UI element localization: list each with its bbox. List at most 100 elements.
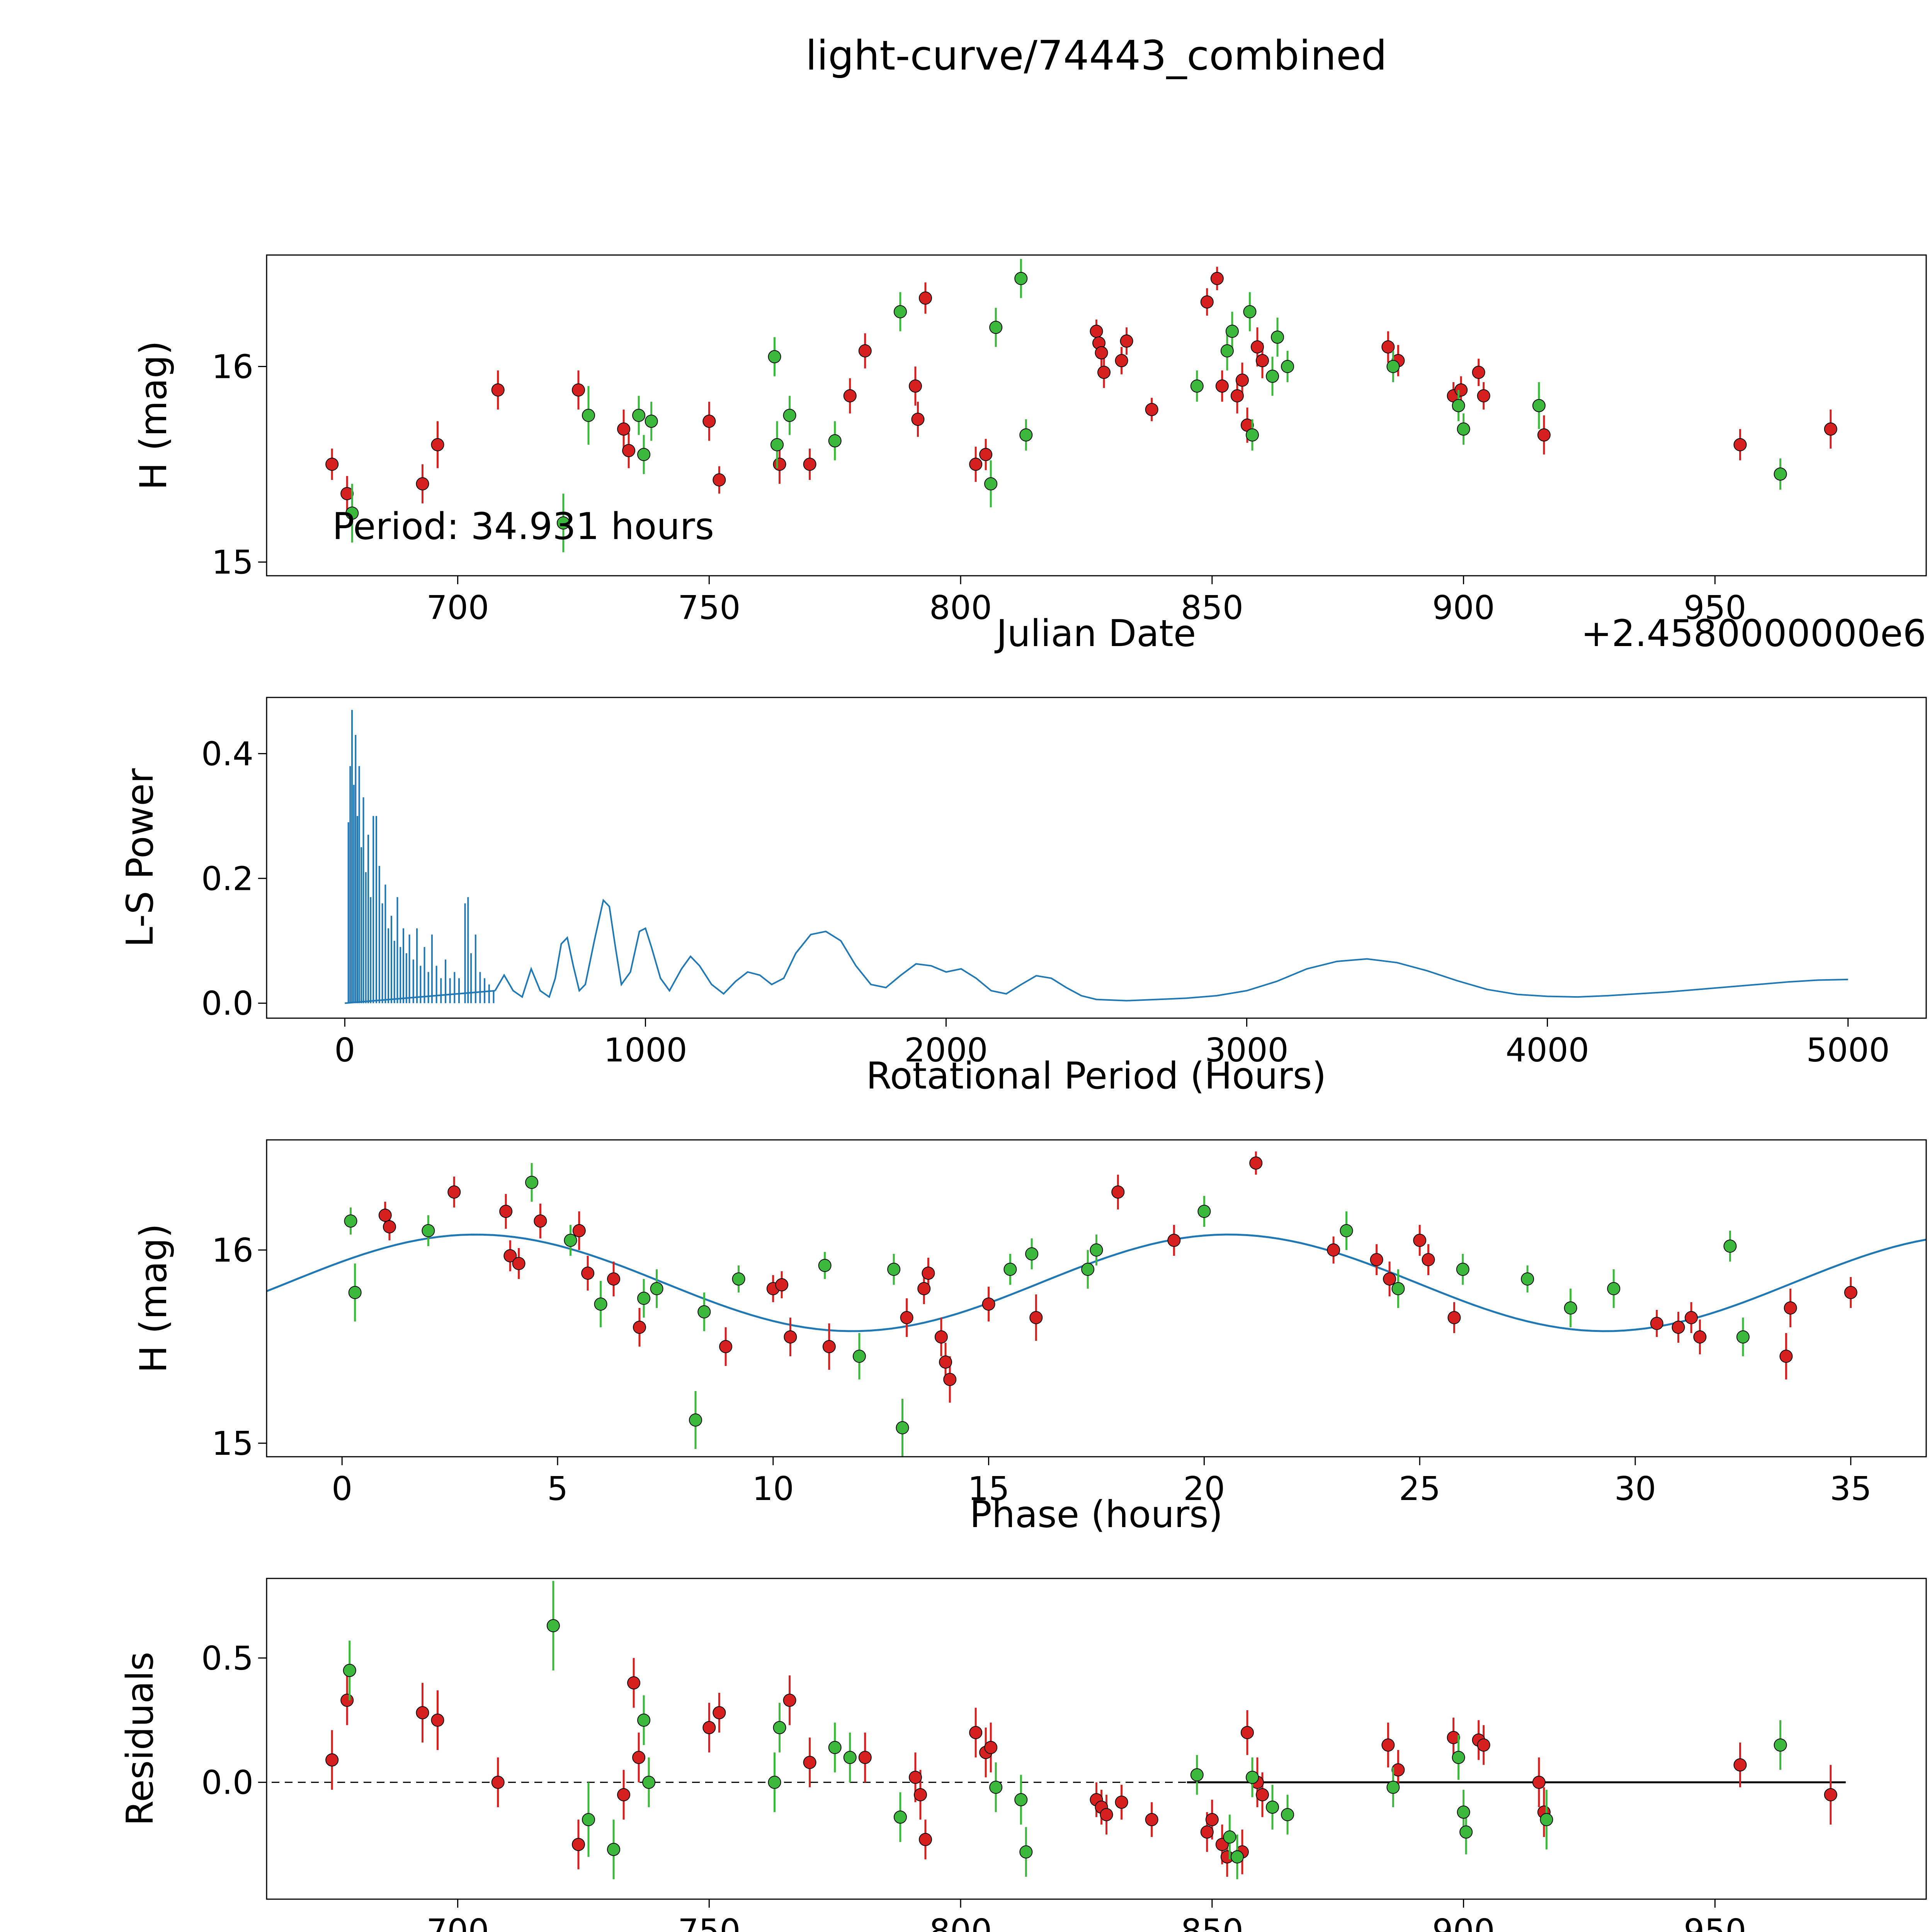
- x-tick-label: 850: [1181, 589, 1243, 627]
- data-point: [416, 1706, 429, 1719]
- data-point: [984, 477, 998, 491]
- data-point: [713, 1706, 726, 1719]
- data-point: [1844, 1286, 1857, 1299]
- data-point: [1381, 1738, 1395, 1752]
- data-point: [1422, 1253, 1435, 1266]
- data-point: [858, 1751, 872, 1764]
- data-point: [1223, 1830, 1236, 1844]
- data-point: [982, 1298, 995, 1311]
- data-point: [1100, 1808, 1113, 1821]
- data-point: [943, 1373, 957, 1386]
- data-point: [918, 1833, 932, 1846]
- data-point: [1145, 1813, 1158, 1827]
- data-point: [1200, 295, 1214, 309]
- data-point: [1327, 1243, 1340, 1257]
- dataset-red-series: [325, 267, 1837, 511]
- data-point: [383, 1220, 396, 1233]
- data-point: [1672, 1321, 1685, 1334]
- data-point: [1532, 1776, 1546, 1789]
- periodogram-curve: [494, 898, 1848, 1002]
- data-point: [702, 1721, 716, 1735]
- data-point: [1537, 428, 1551, 442]
- x-tick-label: 950: [1684, 1912, 1746, 1932]
- x-tick-label: 5: [547, 1470, 568, 1508]
- data-point: [1340, 1224, 1353, 1237]
- data-point: [637, 448, 651, 461]
- y-tick-label: 0.0: [201, 1764, 253, 1802]
- data-point: [828, 1741, 842, 1754]
- x-tick-label: 750: [678, 1912, 740, 1932]
- data-point: [1190, 1768, 1204, 1782]
- data-point: [1245, 428, 1259, 442]
- data-point: [343, 1664, 356, 1677]
- data-point: [1019, 1845, 1033, 1859]
- data-point: [843, 1751, 857, 1764]
- data-point: [525, 1176, 539, 1189]
- data-point: [1210, 272, 1224, 285]
- data-point: [1370, 1253, 1383, 1266]
- data-point: [1457, 422, 1470, 436]
- data-point: [1391, 1763, 1405, 1777]
- data-point: [1271, 330, 1284, 344]
- data-point: [1733, 1758, 1747, 1772]
- data-point: [922, 1267, 935, 1280]
- data-point: [1120, 334, 1133, 348]
- x-tick-label: 25: [1399, 1470, 1440, 1508]
- y-tick-label: 0.2: [201, 860, 253, 898]
- data-point: [1532, 399, 1546, 412]
- y-tick-label: 15: [212, 544, 253, 582]
- data-point: [447, 1185, 461, 1199]
- data-point: [1457, 1805, 1470, 1819]
- data-point: [1225, 325, 1239, 338]
- data-point: [650, 1282, 663, 1295]
- data-point: [1097, 366, 1111, 379]
- axes-frame: [266, 1578, 1927, 1900]
- data-point: [1081, 1263, 1095, 1276]
- x-tick-label: 30: [1614, 1470, 1656, 1508]
- data-point: [534, 1214, 547, 1228]
- data-point: [783, 409, 796, 422]
- data-point: [581, 1267, 595, 1280]
- data-point: [969, 457, 983, 471]
- data-point: [571, 1838, 585, 1851]
- dataset-green-series: [343, 1581, 1787, 1879]
- data-point: [632, 409, 646, 422]
- data-point: [1784, 1301, 1797, 1315]
- data-point: [503, 1249, 517, 1262]
- data-point: [939, 1355, 952, 1369]
- data-point: [571, 383, 585, 397]
- data-point: [1723, 1240, 1737, 1253]
- data-point: [896, 1421, 909, 1434]
- data-point: [1381, 340, 1395, 354]
- data-point: [858, 344, 872, 357]
- panel-periodogram: 0 1000 2000 3000 4000 5000 0.0 0.2 0.4: [201, 697, 1927, 1070]
- data-point: [431, 438, 444, 451]
- y-tick-label: 16: [212, 348, 253, 386]
- data-point: [1454, 383, 1468, 397]
- x-tick-label: 0: [332, 1470, 352, 1508]
- panel2-x-axis-label: Rotational Period (Hours): [866, 1055, 1327, 1097]
- data-point: [775, 1278, 789, 1291]
- data-point: [1240, 1726, 1254, 1739]
- x-tick-label: 35: [1830, 1470, 1872, 1508]
- x-tick-label: 950: [1684, 589, 1746, 627]
- data-point: [1115, 1796, 1128, 1809]
- data-point: [1386, 1781, 1400, 1794]
- data-point: [1452, 1751, 1465, 1764]
- data-point: [642, 1776, 656, 1789]
- x-tick-label: 700: [426, 1912, 489, 1932]
- data-point: [1459, 1825, 1473, 1839]
- data-point: [1025, 1247, 1039, 1260]
- period-annotation: Period: 34.931 hours: [332, 505, 714, 548]
- data-point: [803, 1756, 816, 1769]
- data-point: [617, 422, 631, 436]
- panel3-y-axis-label: H (mag): [133, 1224, 175, 1373]
- data-point: [1250, 340, 1264, 354]
- data-point: [828, 434, 842, 447]
- data-point: [1472, 366, 1485, 379]
- data-point: [1003, 1263, 1017, 1276]
- data-point: [1256, 354, 1269, 367]
- x-tick-label: 3000: [1205, 1031, 1288, 1070]
- axes-frame: [266, 697, 1927, 1019]
